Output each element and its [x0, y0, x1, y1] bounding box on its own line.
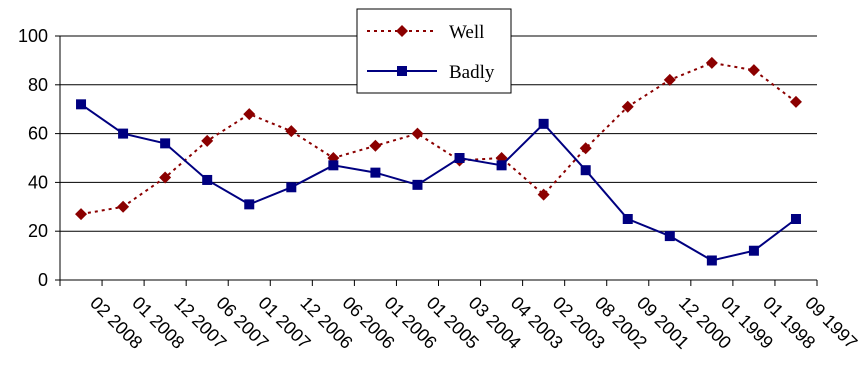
legend-marker-diamond [396, 25, 408, 37]
data-point-diamond [705, 56, 718, 69]
legend-box [356, 8, 512, 94]
data-point-diamond [663, 73, 676, 86]
legend-item-well: Well [367, 22, 484, 43]
data-point-square [580, 165, 591, 176]
series-line [80, 103, 797, 262]
data-point-diamond [75, 208, 88, 221]
data-point-diamond [243, 108, 256, 121]
data-point-diamond [537, 188, 550, 201]
data-point-diamond [201, 134, 214, 147]
data-point-square [496, 160, 507, 171]
legend-label: Well [449, 22, 484, 43]
series-well [75, 56, 802, 221]
data-point-square [412, 179, 423, 190]
series-badly [76, 99, 801, 266]
data-point-diamond [285, 125, 298, 138]
data-point-diamond [117, 200, 130, 213]
data-point-diamond [411, 127, 424, 140]
y-tick-label: 80 [28, 75, 48, 95]
data-point-square [370, 167, 381, 178]
series-group [75, 56, 802, 266]
data-point-square [202, 174, 213, 185]
y-tick-label: 100 [18, 26, 48, 46]
data-point-square [454, 153, 465, 163]
data-point-square [622, 214, 633, 224]
legend-marker-square [397, 66, 407, 76]
data-point-square [160, 138, 171, 149]
data-point-square [286, 182, 297, 193]
data-point-diamond [621, 100, 634, 113]
data-point-square [706, 255, 717, 266]
data-point-diamond [369, 139, 382, 152]
data-point-square [76, 99, 87, 110]
data-point-square [748, 245, 759, 256]
legend: Well Badly [356, 8, 512, 94]
legend-item-badly: Badly [367, 62, 495, 83]
data-point-diamond [747, 64, 760, 77]
data-point-square [118, 128, 129, 139]
data-point-square [328, 160, 339, 171]
data-point-square [790, 214, 801, 224]
legend-label: Badly [449, 62, 495, 83]
data-point-square [664, 231, 675, 242]
data-point-diamond [579, 142, 592, 155]
series-line [80, 61, 797, 216]
y-tick-label: 40 [28, 172, 48, 192]
data-point-diamond [789, 95, 802, 108]
y-tick-label: 0 [38, 270, 48, 290]
data-point-square [244, 199, 255, 210]
y-axis-ticks: 0 20 40 60 80 100 [18, 26, 60, 290]
data-point-diamond [159, 171, 172, 184]
y-tick-label: 60 [28, 124, 48, 144]
data-point-square [538, 118, 549, 129]
y-tick-label: 20 [28, 221, 48, 241]
